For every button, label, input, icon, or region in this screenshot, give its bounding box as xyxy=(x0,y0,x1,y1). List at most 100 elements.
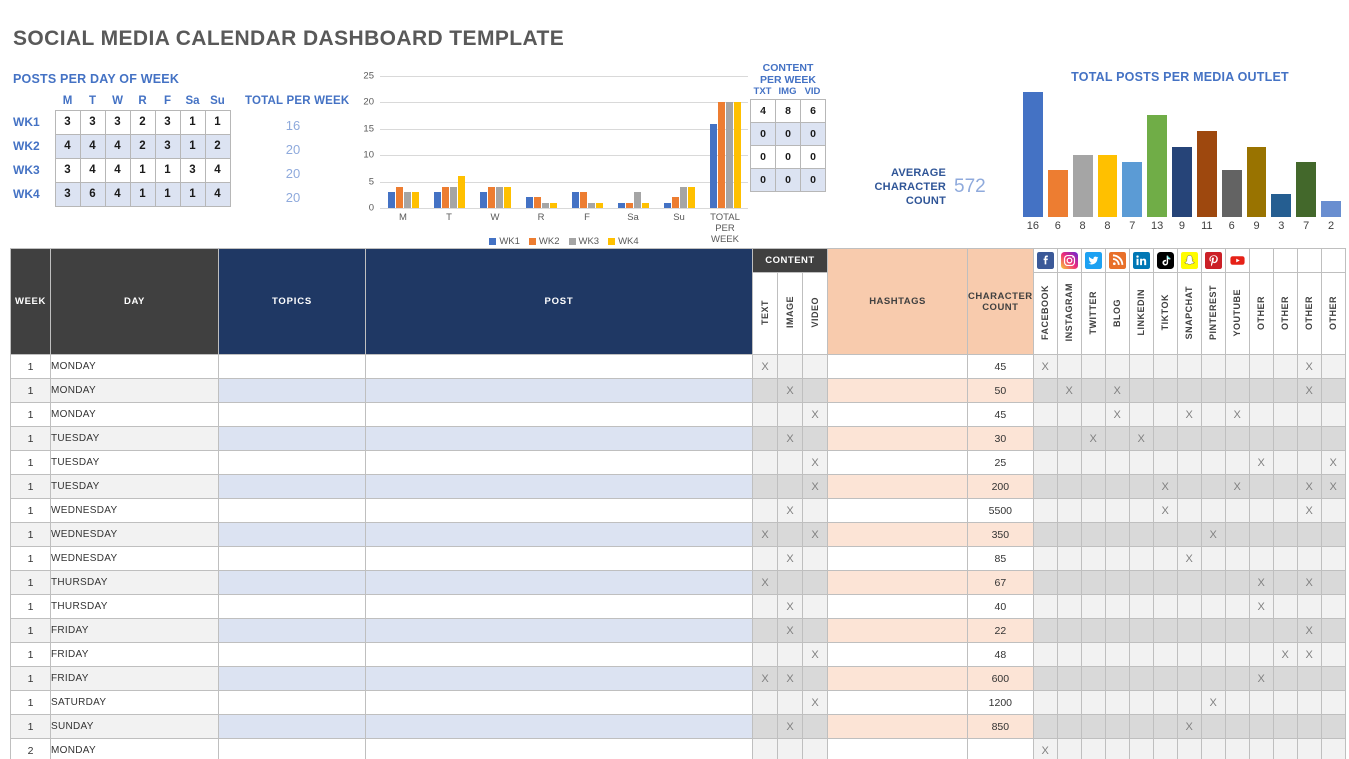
cell-day[interactable]: FRIDAY xyxy=(50,618,219,643)
cell-outlet-other-12[interactable] xyxy=(1320,522,1346,547)
cell-outlet-youtube-8[interactable] xyxy=(1224,594,1250,619)
cell-outlet-blog-3[interactable] xyxy=(1104,546,1130,571)
content-cell[interactable]: 0 xyxy=(800,168,826,192)
cell-outlet-snapchat-6[interactable] xyxy=(1176,666,1202,691)
cell-hashtags[interactable] xyxy=(827,354,968,379)
cell-content-video[interactable] xyxy=(802,594,828,619)
cell-outlet-facebook-0[interactable] xyxy=(1032,498,1058,523)
posts-cell[interactable]: 4 xyxy=(204,181,231,207)
cell-character-count[interactable]: 48 xyxy=(967,642,1034,667)
cell-outlet-facebook-0[interactable] xyxy=(1032,522,1058,547)
cell-outlet-twitter-2[interactable] xyxy=(1080,666,1106,691)
posts-cell[interactable]: 4 xyxy=(104,157,131,183)
content-cell[interactable]: 0 xyxy=(775,168,801,192)
cell-outlet-youtube-8[interactable] xyxy=(1224,714,1250,739)
cell-content-image[interactable]: X xyxy=(777,666,803,691)
cell-outlet-instagram-1[interactable] xyxy=(1056,642,1082,667)
cell-outlet-twitter-2[interactable] xyxy=(1080,354,1106,379)
posts-cell[interactable]: 1 xyxy=(154,157,181,183)
content-cell[interactable]: 0 xyxy=(775,145,801,169)
cell-outlet-pinterest-7[interactable] xyxy=(1200,642,1226,667)
cell-outlet-linkedin-4[interactable] xyxy=(1128,402,1154,427)
cell-outlet-tiktok-5[interactable] xyxy=(1152,738,1178,759)
cell-hashtags[interactable] xyxy=(827,666,968,691)
cell-outlet-facebook-0[interactable] xyxy=(1032,666,1058,691)
cell-post[interactable] xyxy=(365,594,753,619)
cell-outlet-blog-3[interactable] xyxy=(1104,690,1130,715)
cell-content-video[interactable] xyxy=(802,354,828,379)
cell-week[interactable]: 1 xyxy=(10,618,51,643)
cell-outlet-linkedin-4[interactable] xyxy=(1128,666,1154,691)
cell-outlet-snapchat-6[interactable] xyxy=(1176,474,1202,499)
cell-outlet-other-10[interactable] xyxy=(1272,738,1298,759)
cell-outlet-snapchat-6[interactable] xyxy=(1176,594,1202,619)
cell-outlet-snapchat-6[interactable] xyxy=(1176,522,1202,547)
cell-outlet-other-10[interactable] xyxy=(1272,378,1298,403)
posts-cell[interactable]: 3 xyxy=(154,133,181,159)
content-cell[interactable]: 0 xyxy=(750,122,776,146)
cell-topics[interactable] xyxy=(218,690,366,715)
cell-outlet-tiktok-5[interactable] xyxy=(1152,402,1178,427)
cell-hashtags[interactable] xyxy=(827,402,968,427)
cell-outlet-linkedin-4[interactable] xyxy=(1128,498,1154,523)
cell-outlet-other-12[interactable] xyxy=(1320,402,1346,427)
cell-outlet-twitter-2[interactable] xyxy=(1080,618,1106,643)
cell-outlet-other-11[interactable] xyxy=(1296,714,1322,739)
cell-post[interactable] xyxy=(365,570,753,595)
cell-content-image[interactable]: X xyxy=(777,498,803,523)
cell-character-count[interactable]: 45 xyxy=(967,402,1034,427)
cell-content-image[interactable] xyxy=(777,738,803,759)
posts-cell[interactable]: 3 xyxy=(179,157,206,183)
cell-outlet-other-9[interactable] xyxy=(1248,642,1274,667)
cell-outlet-other-10[interactable] xyxy=(1272,354,1298,379)
cell-outlet-blog-3[interactable] xyxy=(1104,594,1130,619)
cell-outlet-other-9[interactable] xyxy=(1248,738,1274,759)
cell-outlet-other-10[interactable] xyxy=(1272,402,1298,427)
cell-post[interactable] xyxy=(365,426,753,451)
cell-outlet-youtube-8[interactable] xyxy=(1224,354,1250,379)
content-cell[interactable]: 6 xyxy=(800,99,826,123)
posts-cell[interactable]: 3 xyxy=(54,181,81,207)
cell-outlet-tiktok-5[interactable] xyxy=(1152,450,1178,475)
cell-content-text[interactable] xyxy=(752,546,778,571)
cell-hashtags[interactable] xyxy=(827,498,968,523)
content-cell[interactable]: 0 xyxy=(800,145,826,169)
cell-outlet-other-12[interactable] xyxy=(1320,546,1346,571)
cell-outlet-snapchat-6[interactable]: X xyxy=(1176,402,1202,427)
cell-day[interactable]: SUNDAY xyxy=(50,714,219,739)
cell-outlet-pinterest-7[interactable] xyxy=(1200,402,1226,427)
cell-content-video[interactable] xyxy=(802,546,828,571)
cell-outlet-other-11[interactable] xyxy=(1296,522,1322,547)
cell-hashtags[interactable] xyxy=(827,714,968,739)
cell-character-count[interactable]: 50 xyxy=(967,378,1034,403)
posts-cell[interactable]: 4 xyxy=(54,133,81,159)
cell-character-count[interactable]: 45 xyxy=(967,354,1034,379)
cell-post[interactable] xyxy=(365,714,753,739)
cell-day[interactable]: TUESDAY xyxy=(50,474,219,499)
cell-outlet-tiktok-5[interactable] xyxy=(1152,522,1178,547)
cell-outlet-other-12[interactable] xyxy=(1320,498,1346,523)
cell-outlet-blog-3[interactable] xyxy=(1104,426,1130,451)
cell-outlet-other-9[interactable] xyxy=(1248,618,1274,643)
cell-outlet-snapchat-6[interactable] xyxy=(1176,738,1202,759)
cell-post[interactable] xyxy=(365,666,753,691)
cell-post[interactable] xyxy=(365,354,753,379)
cell-outlet-facebook-0[interactable] xyxy=(1032,594,1058,619)
cell-hashtags[interactable] xyxy=(827,378,968,403)
cell-outlet-other-12[interactable] xyxy=(1320,570,1346,595)
cell-outlet-linkedin-4[interactable] xyxy=(1128,450,1154,475)
content-cell[interactable]: 0 xyxy=(775,122,801,146)
cell-outlet-pinterest-7[interactable] xyxy=(1200,450,1226,475)
cell-outlet-other-12[interactable] xyxy=(1320,594,1346,619)
cell-topics[interactable] xyxy=(218,714,366,739)
cell-outlet-blog-3[interactable] xyxy=(1104,570,1130,595)
cell-topics[interactable] xyxy=(218,498,366,523)
cell-outlet-twitter-2[interactable] xyxy=(1080,498,1106,523)
cell-outlet-other-10[interactable] xyxy=(1272,546,1298,571)
cell-outlet-pinterest-7[interactable]: X xyxy=(1200,522,1226,547)
cell-day[interactable]: MONDAY xyxy=(50,354,219,379)
cell-outlet-twitter-2[interactable] xyxy=(1080,450,1106,475)
cell-outlet-other-11[interactable] xyxy=(1296,690,1322,715)
cell-content-video[interactable]: X xyxy=(802,450,828,475)
cell-outlet-other-11[interactable]: X xyxy=(1296,354,1322,379)
